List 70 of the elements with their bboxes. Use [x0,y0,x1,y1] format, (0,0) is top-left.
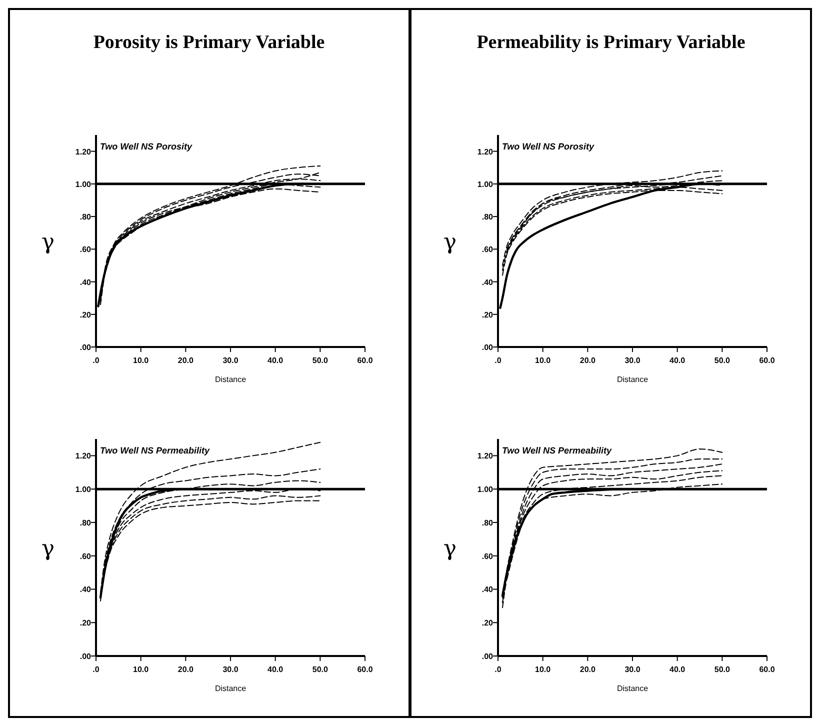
y-tick-label: .40 [80,278,92,287]
y-tick-label: .00 [80,343,92,352]
y-tick-label: .40 [80,585,92,594]
text: Two Well NS Porosity [100,141,194,152]
y-tick-label: 1.20 [477,147,494,156]
x-tick-label: 60.0 [759,356,776,365]
x-tick-label: 10.0 [535,356,552,365]
y-tick-label: 1.20 [477,452,494,461]
x-tick-label: .0 [92,665,100,674]
y-tick-label: 1.20 [75,452,92,461]
x-tick-label: 50.0 [714,665,730,674]
x-tick-label: 20.0 [178,356,194,365]
x-axis-title: Distance [214,375,247,384]
y-tick-label: 1.00 [477,180,494,189]
y-tick-label: .40 [482,278,494,287]
x-tick-label: 10.0 [133,356,150,365]
x-tick-label: 20.0 [580,665,596,674]
y-tick-label: .80 [80,518,92,528]
y-tick-label: 1.00 [75,180,92,189]
text: Two Well NS Permeability [100,446,211,456]
x-axis-title: Distance [214,684,247,693]
y-tick-label: .80 [482,212,494,222]
y-tick-label: .20 [482,618,494,628]
x-tick-label: 30.0 [624,665,641,674]
chart-title: Permeability is Primary Variable [476,32,746,53]
y-tick-label: .00 [80,652,92,661]
y-axis-title: γ [443,536,457,562]
y-axis-title: γ [41,536,55,562]
chart-title: Porosity is Primary Variable [93,32,325,53]
x-tick-label: 10.0 [535,665,552,674]
x-tick-label: 40.0 [670,356,686,365]
x-tick-label: 50.0 [312,356,328,365]
x-axis-title: Distance [616,375,649,384]
x-tick-label: 40.0 [268,356,284,365]
x-tick-label: 10.0 [133,665,150,674]
y-tick-label: .20 [80,310,92,320]
y-axis-title: γ [443,230,457,255]
x-tick-label: 40.0 [268,665,284,674]
y-tick-label: 1.20 [75,147,92,156]
text: Two Well NS Permeability [502,446,613,456]
x-tick-label: 60.0 [357,356,374,365]
y-tick-label: .20 [80,618,92,628]
x-tick-label: 50.0 [312,665,328,674]
x-tick-label: 30.0 [624,356,641,365]
y-tick-label: .20 [482,310,494,320]
y-tick-label: 1.00 [75,485,92,494]
x-tick-label: 50.0 [714,356,730,365]
x-axis-title: Distance [616,684,649,693]
y-tick-label: .00 [482,652,494,661]
y-tick-label: 1.00 [477,485,494,494]
x-tick-label: 30.0 [222,356,239,365]
x-tick-label: .0 [494,356,502,365]
y-tick-label: .60 [80,552,92,561]
y-tick-label: .40 [482,585,494,594]
text: Two Well NS Porosity [502,141,596,152]
y-tick-label: .80 [80,212,92,222]
x-tick-label: .0 [92,356,100,365]
x-tick-label: 30.0 [222,665,239,674]
y-axis-title: γ [41,230,55,255]
x-tick-label: 60.0 [357,665,374,674]
y-tick-label: .60 [80,245,92,254]
x-tick-label: 40.0 [670,665,686,674]
x-tick-label: .0 [494,665,502,674]
x-tick-label: 20.0 [580,356,596,365]
y-tick-label: .80 [482,518,494,528]
y-tick-label: .60 [482,552,494,561]
x-tick-label: 20.0 [178,665,194,674]
y-tick-label: .60 [482,245,494,254]
x-tick-label: 60.0 [759,665,776,674]
y-tick-label: .00 [482,343,494,352]
